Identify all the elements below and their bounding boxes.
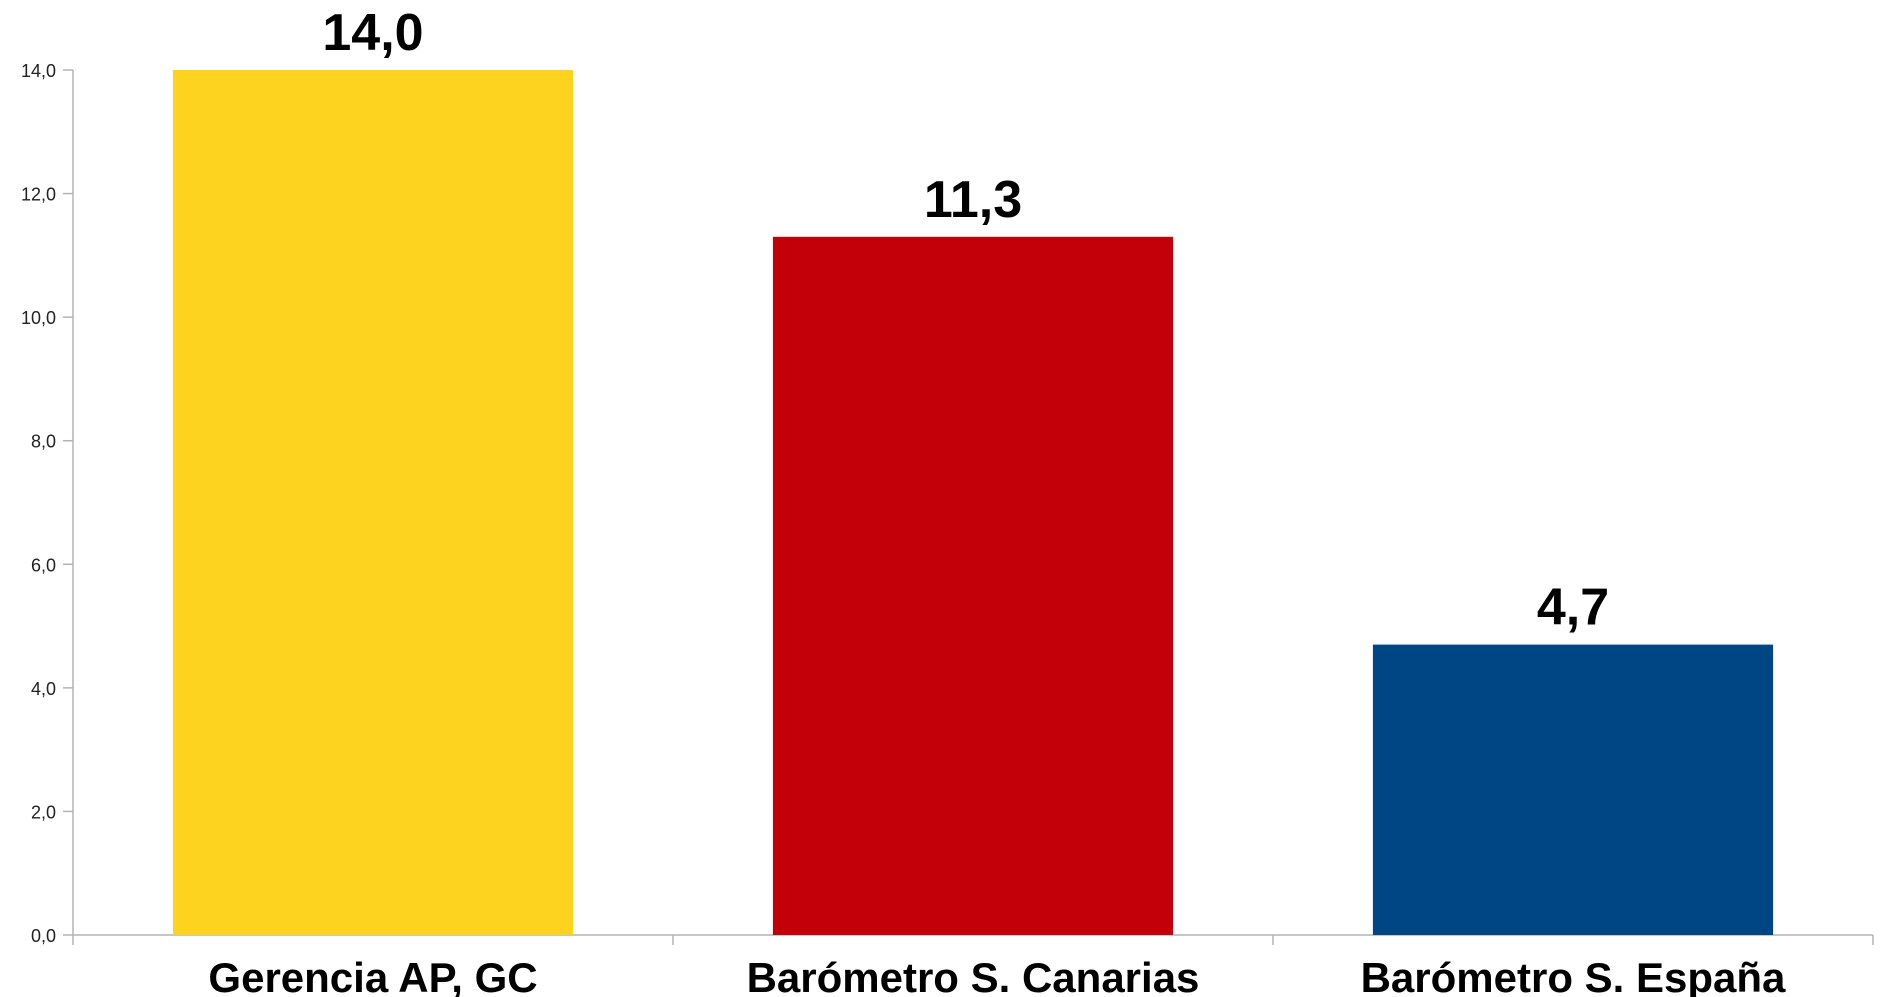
x-category-label: Barómetro S. España <box>1361 954 1786 997</box>
y-tick-label: 10,0 <box>21 308 56 328</box>
y-tick-label: 4,0 <box>31 679 56 699</box>
x-category-label: Barómetro S. Canarias <box>747 954 1200 997</box>
y-tick-label: 2,0 <box>31 802 56 822</box>
bar-value-label: 14,0 <box>322 4 423 62</box>
bar <box>1372 644 1774 935</box>
bar-value-label: 11,3 <box>924 171 1022 229</box>
bar <box>172 70 574 935</box>
y-tick-label: 14,0 <box>21 61 56 81</box>
bar-value-label: 4,7 <box>1537 579 1609 637</box>
chart-labels: 14,0 Gerencia AP, GC 11,3 Barómetro S. Cana… <box>208 4 1786 997</box>
x-category-label: Gerencia AP, GC <box>208 954 537 997</box>
y-tick-label: 6,0 <box>31 555 56 575</box>
bar <box>772 236 1174 936</box>
chart-bars <box>172 70 1774 936</box>
y-tick-label: 8,0 <box>31 432 56 452</box>
y-tick-label: 12,0 <box>21 185 56 205</box>
y-tick-label: 0,0 <box>31 926 56 946</box>
